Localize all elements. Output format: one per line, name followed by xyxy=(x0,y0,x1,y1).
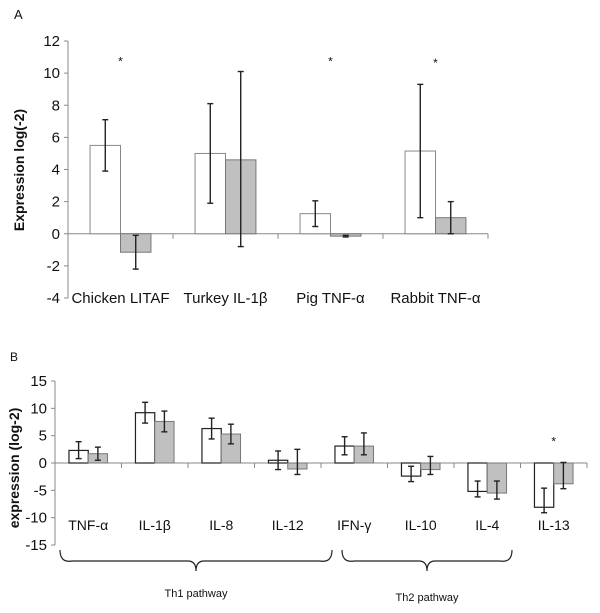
panel-b-label: B xyxy=(10,350,18,364)
panel-b: B expression (log-2) 15 10 5 0 -5 -10 -15 TNF-… xyxy=(6,350,588,604)
y-tick-label: 4 xyxy=(52,162,60,179)
y-tick-label: 2 xyxy=(52,194,60,211)
y-tick-label: 10 xyxy=(30,400,47,417)
panel-a: A Expression log(-2) 12 10 8 6 4 2 0 -2 -4 Chick… xyxy=(11,7,489,307)
panel-b-ylabel: expression (log-2) xyxy=(6,408,22,529)
panel-a-label: A xyxy=(14,7,23,22)
category-label: Chicken LITAF xyxy=(71,290,169,307)
y-tick-label: 0 xyxy=(52,226,60,243)
y-tick-label: 6 xyxy=(52,129,60,146)
y-tick-label: -10 xyxy=(25,510,47,527)
category-label: IL-8 xyxy=(209,517,233,533)
y-tick-label: -15 xyxy=(25,537,47,554)
group-label: Th2 pathway xyxy=(396,592,459,604)
significance-asterisk: * xyxy=(328,54,333,68)
category-label: IL-1β xyxy=(139,517,171,533)
significance-asterisk: * xyxy=(551,435,556,449)
panel-a-ylabel: Expression log(-2) xyxy=(11,109,27,231)
y-tick-label: -5 xyxy=(34,482,47,499)
y-tick-label: 10 xyxy=(43,65,60,82)
category-label: IFN-γ xyxy=(337,517,371,533)
group-brace xyxy=(59,549,333,572)
y-tick-label: 8 xyxy=(52,97,60,114)
y-tick-label: 15 xyxy=(30,373,47,390)
y-tick-label: 12 xyxy=(43,33,60,50)
group-brace xyxy=(341,549,513,572)
category-label: Rabbit TNF-α xyxy=(390,290,480,307)
category-label: IL-13 xyxy=(538,517,570,533)
category-label: IL-12 xyxy=(272,517,304,533)
category-label: IL-10 xyxy=(405,517,437,533)
y-tick-label: 5 xyxy=(39,428,47,445)
significance-asterisk: * xyxy=(433,56,438,70)
significance-asterisk: * xyxy=(118,54,123,68)
category-label: IL-4 xyxy=(475,517,499,533)
y-tick-label: 0 xyxy=(39,455,47,472)
y-tick-label: -4 xyxy=(47,290,60,307)
category-label: Turkey IL-1β xyxy=(184,290,268,307)
group-label: Th1 pathway xyxy=(165,588,228,600)
category-label: Pig TNF-α xyxy=(296,290,365,307)
category-label: TNF-α xyxy=(68,517,108,533)
y-tick-label: -2 xyxy=(47,258,60,275)
